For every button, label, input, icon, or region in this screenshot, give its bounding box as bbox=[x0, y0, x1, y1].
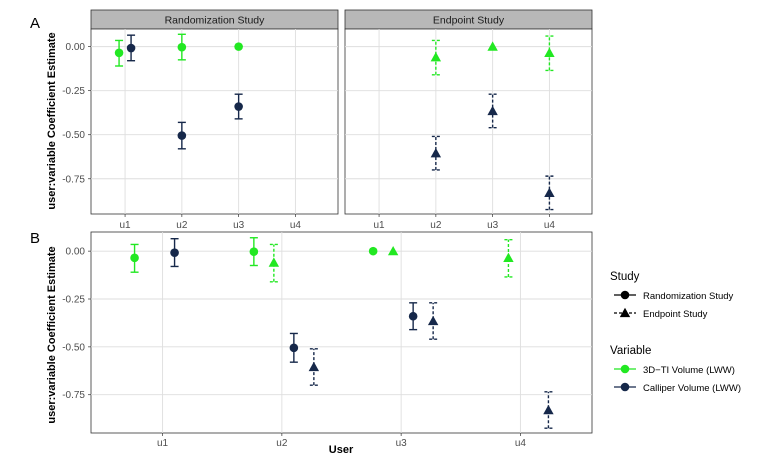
b-ytick-label-2: -0.50 bbox=[62, 342, 85, 353]
b-endpoint-u2-calliper-volume-lww-errorbar bbox=[309, 348, 318, 386]
panel-b-marks bbox=[130, 237, 554, 429]
b-randomization-u3-3d-ti-volume-lww-point bbox=[368, 246, 378, 256]
legend-key-marker-randomization bbox=[620, 290, 630, 300]
legend-variable-title: Variable bbox=[610, 345, 651, 357]
a-facet0-xtick-label-u1: u1 bbox=[120, 220, 132, 231]
b-endpoint-u3-3d-ti-volume-lww-point bbox=[387, 245, 399, 256]
panel-label-a: A bbox=[30, 15, 40, 32]
b-endpoint-u2-calliper-volume-lww-point bbox=[308, 361, 320, 372]
legend-label-calliper-volume: Calliper Volume (LWW) bbox=[643, 383, 741, 394]
b-xtick-label-u4: u4 bbox=[515, 438, 527, 449]
b-endpoint-u4-calliper-volume-lww-point bbox=[543, 404, 554, 415]
a-endpoint-u3-calliper-volume-lww-point bbox=[487, 105, 498, 116]
a-randomization-u1-3d-ti-volume-lww-point bbox=[114, 48, 124, 58]
panel-a-y-axis-title: user:variable Coefficient Estimate bbox=[46, 32, 58, 209]
legend: Study Randomization Study Endpoint Study… bbox=[610, 271, 741, 394]
a-endpoint-u4-calliper-volume-lww-point bbox=[544, 187, 555, 198]
a-facet1-xtick-label-u4: u4 bbox=[544, 220, 556, 231]
legend-key-marker-3d-ti-volume-lww bbox=[620, 364, 630, 374]
a-ytick-label-3: -0.75 bbox=[62, 174, 85, 185]
a-randomization-u3-3d-ti-volume-lww-point bbox=[234, 42, 243, 51]
legend-key-marker-endpoint bbox=[619, 307, 631, 318]
facet-panel-endpoint bbox=[344, 28, 593, 215]
a-facet0-xtick-label-u2: u2 bbox=[176, 220, 188, 231]
panel-a: Randomization Study Endpoint Study u1 u2 u… bbox=[46, 9, 593, 231]
a-randomization-u2-3d-ti-volume-lww-point bbox=[177, 42, 187, 52]
b-ytick-label-3: -0.75 bbox=[62, 390, 85, 401]
a-randomization-u3-calliper-volume-lww-point bbox=[234, 102, 243, 111]
b-randomization-u2-3d-ti-volume-lww-point bbox=[249, 247, 259, 257]
legend-study-keys bbox=[614, 290, 636, 318]
a-facet1-xtick-label-u2: u2 bbox=[430, 220, 442, 231]
b-randomization-u2-calliper-volume-lww-point bbox=[289, 343, 299, 353]
b-xtick-label-u2: u2 bbox=[276, 438, 288, 449]
b-ytick-label-1: -0.25 bbox=[62, 295, 85, 306]
b-endpoint-u3-calliper-volume-lww-point bbox=[427, 315, 439, 326]
a-endpoint-u4-3d-ti-volume-lww-point bbox=[544, 47, 555, 57]
legend-label-endpoint: Endpoint Study bbox=[643, 309, 708, 320]
panel-a-axes: u1 u2 u3 u4 u1 u2 u3 u4 0.00 -0.25 -0.50 -0.75 bbox=[62, 42, 555, 231]
a-ytick-label-2: -0.50 bbox=[62, 130, 85, 141]
a-randomization-u1-calliper-volume-lww-point bbox=[126, 43, 136, 53]
legend-label-3d-ti-volume: 3D−TI Volume (LWW) bbox=[643, 365, 735, 376]
a-randomization-u2-calliper-volume-lww-point bbox=[177, 131, 187, 140]
a-endpoint-u2-calliper-volume-lww-point bbox=[430, 148, 442, 158]
legend-key-marker-calliper-volume-lww bbox=[620, 382, 630, 392]
panel-b-axes: u1 u2 u3 u4 0.00 -0.25 -0.50 -0.75 bbox=[62, 247, 526, 449]
a-ytick-label-0: 0.00 bbox=[66, 42, 86, 53]
b-endpoint-u4-3d-ti-volume-lww-errorbar bbox=[504, 238, 513, 278]
panel-b-x-axis-title: User bbox=[329, 444, 354, 456]
facet-title-endpoint: Endpoint Study bbox=[433, 15, 505, 27]
b-randomization-u1-3d-ti-volume-lww-point bbox=[130, 253, 139, 263]
facet-title-randomization: Randomization Study bbox=[165, 15, 266, 27]
legend-label-randomization: Randomization Study bbox=[643, 291, 734, 302]
b-endpoint-u3-calliper-volume-lww-errorbar bbox=[429, 302, 438, 340]
b-xtick-label-u1: u1 bbox=[157, 438, 169, 449]
legend-study-title: Study bbox=[610, 271, 640, 283]
panel-label-b: B bbox=[30, 230, 40, 247]
b-endpoint-u2-3d-ti-volume-lww-errorbar bbox=[269, 243, 278, 283]
b-endpoint-u4-3d-ti-volume-lww-point bbox=[503, 252, 514, 263]
b-randomization-u3-calliper-volume-lww-point bbox=[408, 311, 418, 321]
a-facet1-xtick-label-u3: u3 bbox=[487, 220, 499, 231]
a-endpoint-u2-3d-ti-volume-lww-point bbox=[430, 51, 442, 62]
a-facet0-xtick-label-u3: u3 bbox=[233, 220, 245, 231]
a-ytick-label-1: -0.25 bbox=[62, 86, 85, 97]
panel-a-marks bbox=[114, 33, 555, 211]
legend-variable-keys bbox=[614, 364, 636, 392]
b-endpoint-u4-calliper-volume-lww-errorbar bbox=[544, 391, 553, 429]
b-randomization-u1-calliper-volume-lww-point bbox=[170, 248, 179, 257]
a-endpoint-u3-3d-ti-volume-lww-point bbox=[487, 41, 498, 51]
a-facet0-xtick-label-u4: u4 bbox=[290, 220, 302, 231]
panel-b-y-axis-title: user:variable Coefficient Estimate bbox=[46, 246, 58, 423]
panel-b: u1 u2 u3 u4 0.00 -0.25 -0.50 -0.75 user:variabl… bbox=[46, 231, 593, 456]
facet-panel-randomization bbox=[90, 28, 339, 215]
b-ytick-label-0: 0.00 bbox=[66, 247, 86, 258]
a-facet1-xtick-label-u1: u1 bbox=[374, 220, 386, 231]
b-xtick-label-u3: u3 bbox=[396, 438, 408, 449]
panel-b-plot-area bbox=[90, 231, 593, 434]
b-endpoint-u2-3d-ti-volume-lww-point bbox=[268, 257, 280, 267]
